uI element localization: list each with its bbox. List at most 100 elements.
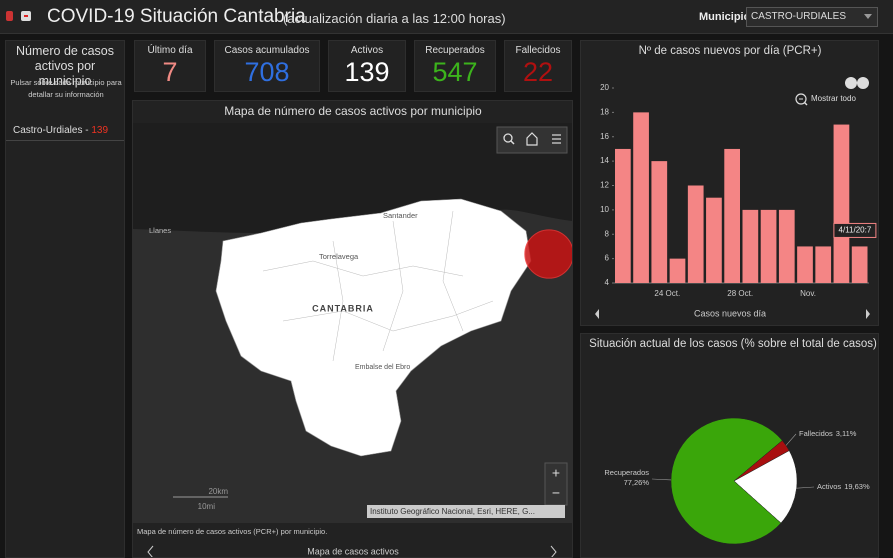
slice-value: 77,26% [624, 478, 650, 487]
header: COVID-19 Situación Cantabria (actualizac… [0, 0, 893, 34]
y-tick-label: 10 [600, 205, 609, 214]
y-tick-label: 16 [600, 132, 609, 141]
kpi-card: Último día 7 [134, 40, 206, 92]
bar [778, 209, 795, 283]
slice-label: Recuperados [604, 468, 649, 477]
place-label: Llanes [149, 226, 171, 235]
kpi-label: Fallecidos [515, 45, 561, 56]
bar [724, 148, 740, 283]
x-tick-label: 24 Oct. [654, 289, 680, 298]
kpi-label: Último día [147, 45, 193, 56]
x-tick-label: 28 Oct. [727, 289, 753, 298]
map-title: Mapa de número de casos activos por muni… [224, 104, 482, 118]
filter-dropdown[interactable]: CASTRO-URDIALES [746, 7, 878, 27]
kpi-label: Activos [350, 45, 384, 56]
filter-label: Municipio [699, 11, 751, 23]
slice-value: 3,11% [836, 429, 857, 438]
y-tick-label: 6 [605, 254, 610, 263]
list-button[interactable] [552, 134, 561, 144]
reset-label[interactable]: Mostrar todo [811, 94, 856, 103]
attribution-box [367, 505, 565, 518]
place-label: Embalse del Ebro [355, 364, 410, 371]
pie-panel: Situación actual de los casos (% sobre e… [580, 333, 879, 558]
pause-button[interactable] [845, 77, 857, 89]
logo-icon [17, 11, 37, 21]
bar [760, 209, 777, 283]
dropdown-arrow [864, 14, 872, 19]
pie-slice [733, 450, 798, 524]
kpi-value: 139 [344, 57, 390, 87]
slice-label: Fallecidos [799, 429, 833, 438]
options-button[interactable] [857, 77, 869, 89]
zoom-reset-icon[interactable] [795, 93, 808, 106]
kpi-value: 708 [244, 57, 290, 87]
y-tick-label: 20 [600, 83, 609, 92]
case-bubble [524, 229, 572, 279]
leader-line [796, 486, 815, 489]
zoom-in[interactable]: + [552, 465, 560, 481]
pie-slice [670, 417, 783, 545]
kpi-card: Casos acumulados 708 [214, 40, 320, 92]
bar [797, 246, 813, 283]
kpi-card: Recuperados 547 [414, 40, 496, 92]
flag-icon [6, 11, 13, 21]
tab-prev[interactable] [147, 545, 154, 557]
kpi-value: 7 [162, 57, 178, 87]
map-toolbar [496, 126, 568, 154]
bar [615, 148, 631, 283]
list-hint: Pulsar sobre cada municipio para detalla… [10, 78, 122, 99]
y-tick-label: 8 [605, 229, 610, 238]
bar-chart: Nº de casos nuevos por día (PCR+) Mostra… [595, 45, 877, 319]
kpi-label: Recuperados [425, 45, 485, 56]
list-item-value: 139 [91, 125, 109, 136]
list-title: Número de casos activos por municipio [16, 44, 114, 88]
municipal-borders [262, 210, 494, 362]
pie-chart: Situación actual de los casos (% sobre e… [589, 338, 877, 545]
slice-label: Activos [817, 482, 841, 491]
kpi-card: Fallecidos 22 [504, 40, 572, 92]
place-label: Torrelavega [319, 252, 359, 261]
kpi-value: 547 [432, 57, 478, 87]
leader-line [651, 478, 672, 481]
place-label: Santander [383, 211, 418, 220]
y-tick-label: 12 [600, 181, 609, 190]
kpi-value: 22 [522, 57, 554, 87]
bar [669, 258, 686, 283]
attribution: Instituto Geográfico Nacional, Esri, HER… [370, 507, 535, 516]
chart-next[interactable] [866, 309, 870, 319]
bar [633, 112, 649, 283]
zoom-out[interactable]: − [552, 485, 560, 501]
x-tick-label: Nov. [800, 289, 816, 298]
chart-title: Nº de casos nuevos por día (PCR+) [639, 45, 822, 57]
search-button[interactable] [503, 133, 515, 145]
map: Mapa de número de casos activos por muni… [133, 104, 572, 557]
chart-title: Situación actual de los casos (% sobre e… [589, 338, 877, 350]
leader-line [785, 433, 797, 446]
kpi-label: Casos acumulados [224, 45, 310, 56]
cantabria-shape [215, 198, 532, 457]
bar [742, 209, 759, 283]
map-tab[interactable]: Mapa de casos activos [307, 546, 399, 556]
bar-panel: Nº de casos nuevos por día (PCR+) Mostra… [580, 40, 879, 326]
title: COVID-19 Situación Cantabria [47, 6, 306, 27]
tooltip-box [833, 222, 877, 238]
home-button[interactable] [526, 132, 538, 146]
list-item[interactable]: Castro-Urdiales - 139 [6, 121, 124, 141]
y-tick-label: 18 [600, 107, 609, 116]
place-label: CANTABRIA [312, 303, 374, 313]
bar [815, 246, 832, 283]
bar [706, 197, 722, 283]
y-tick-label: 4 [605, 278, 610, 287]
slice-label-group: Fallecidos 3,11% [799, 429, 857, 438]
scale-label: 10mi [198, 502, 216, 511]
filter-value: CASTRO-URDIALES [751, 11, 847, 22]
chart-prev[interactable] [595, 309, 599, 319]
tooltip: 4/11/20:7 [839, 226, 872, 235]
slice-value: 19,63% [844, 482, 870, 491]
map-caption: Mapa de número de casos activos (PCR+) p… [137, 527, 327, 536]
scale-label: 20km [208, 487, 228, 496]
list-item-row: Castro-Urdiales - 139 [13, 125, 108, 136]
tab-next[interactable] [550, 545, 557, 557]
bar [851, 246, 868, 283]
